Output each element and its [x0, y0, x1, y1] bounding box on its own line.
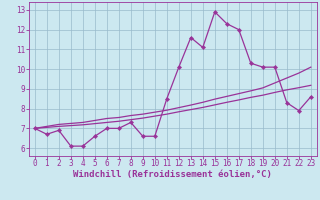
X-axis label: Windchill (Refroidissement éolien,°C): Windchill (Refroidissement éolien,°C) — [73, 170, 272, 179]
